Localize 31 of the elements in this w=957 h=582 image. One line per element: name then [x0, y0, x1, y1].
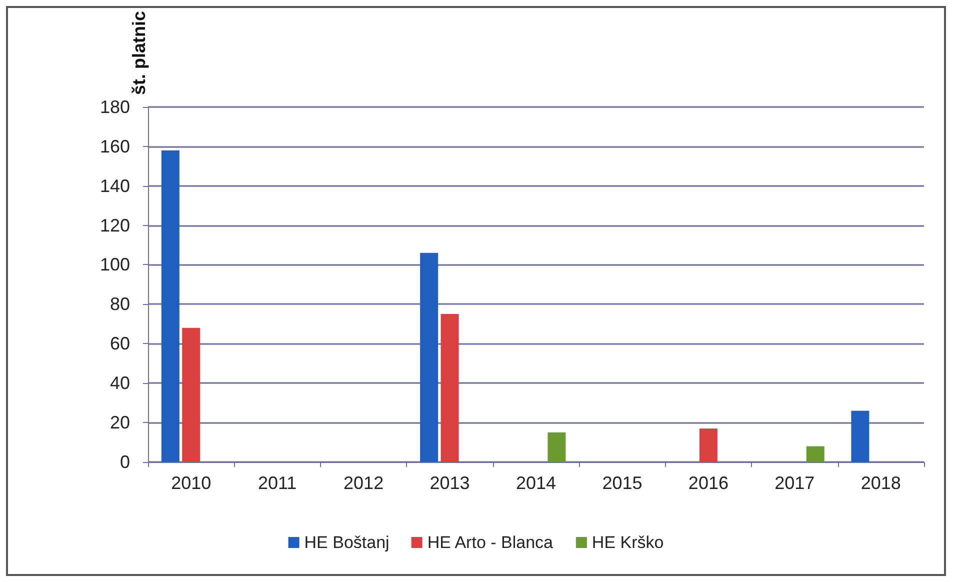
bar [420, 252, 438, 462]
legend-label: HE Krško [592, 533, 664, 552]
y-axis-title: št. platnic [129, 11, 149, 96]
bar [699, 428, 718, 462]
bar [806, 446, 824, 462]
bar [182, 328, 200, 462]
y-tick-label: 20 [110, 412, 130, 433]
bar [851, 410, 870, 462]
x-tick-label: 2017 [774, 473, 815, 493]
x-tick-label: 2014 [516, 473, 556, 493]
y-tick-label: 80 [110, 294, 130, 314]
y-tick-label: 100 [100, 254, 130, 275]
legend-label: HE Boštanj [304, 533, 390, 552]
x-tick-label: 2011 [258, 473, 297, 493]
x-tick-label: 2016 [688, 473, 728, 493]
x-tick-label: 2013 [430, 473, 470, 493]
bar [548, 432, 566, 462]
x-tick-label: 2010 [171, 473, 212, 493]
bar [161, 150, 180, 462]
x-tick-label: 2018 [860, 473, 901, 493]
y-tick-label: 180 [100, 96, 130, 117]
y-tick-label: 0 [120, 452, 130, 472]
y-tick-label: 60 [110, 334, 130, 354]
bar [440, 314, 459, 462]
y-tick-label: 160 [100, 136, 130, 156]
y-tick-label: 140 [100, 176, 130, 196]
y-tick-label: 120 [100, 215, 130, 236]
x-tick-label: 2015 [602, 473, 642, 493]
y-tick-label: 40 [110, 373, 130, 394]
legend-label: HE Arto - Blanca [427, 533, 554, 552]
x-tick-label: 2012 [344, 473, 384, 493]
